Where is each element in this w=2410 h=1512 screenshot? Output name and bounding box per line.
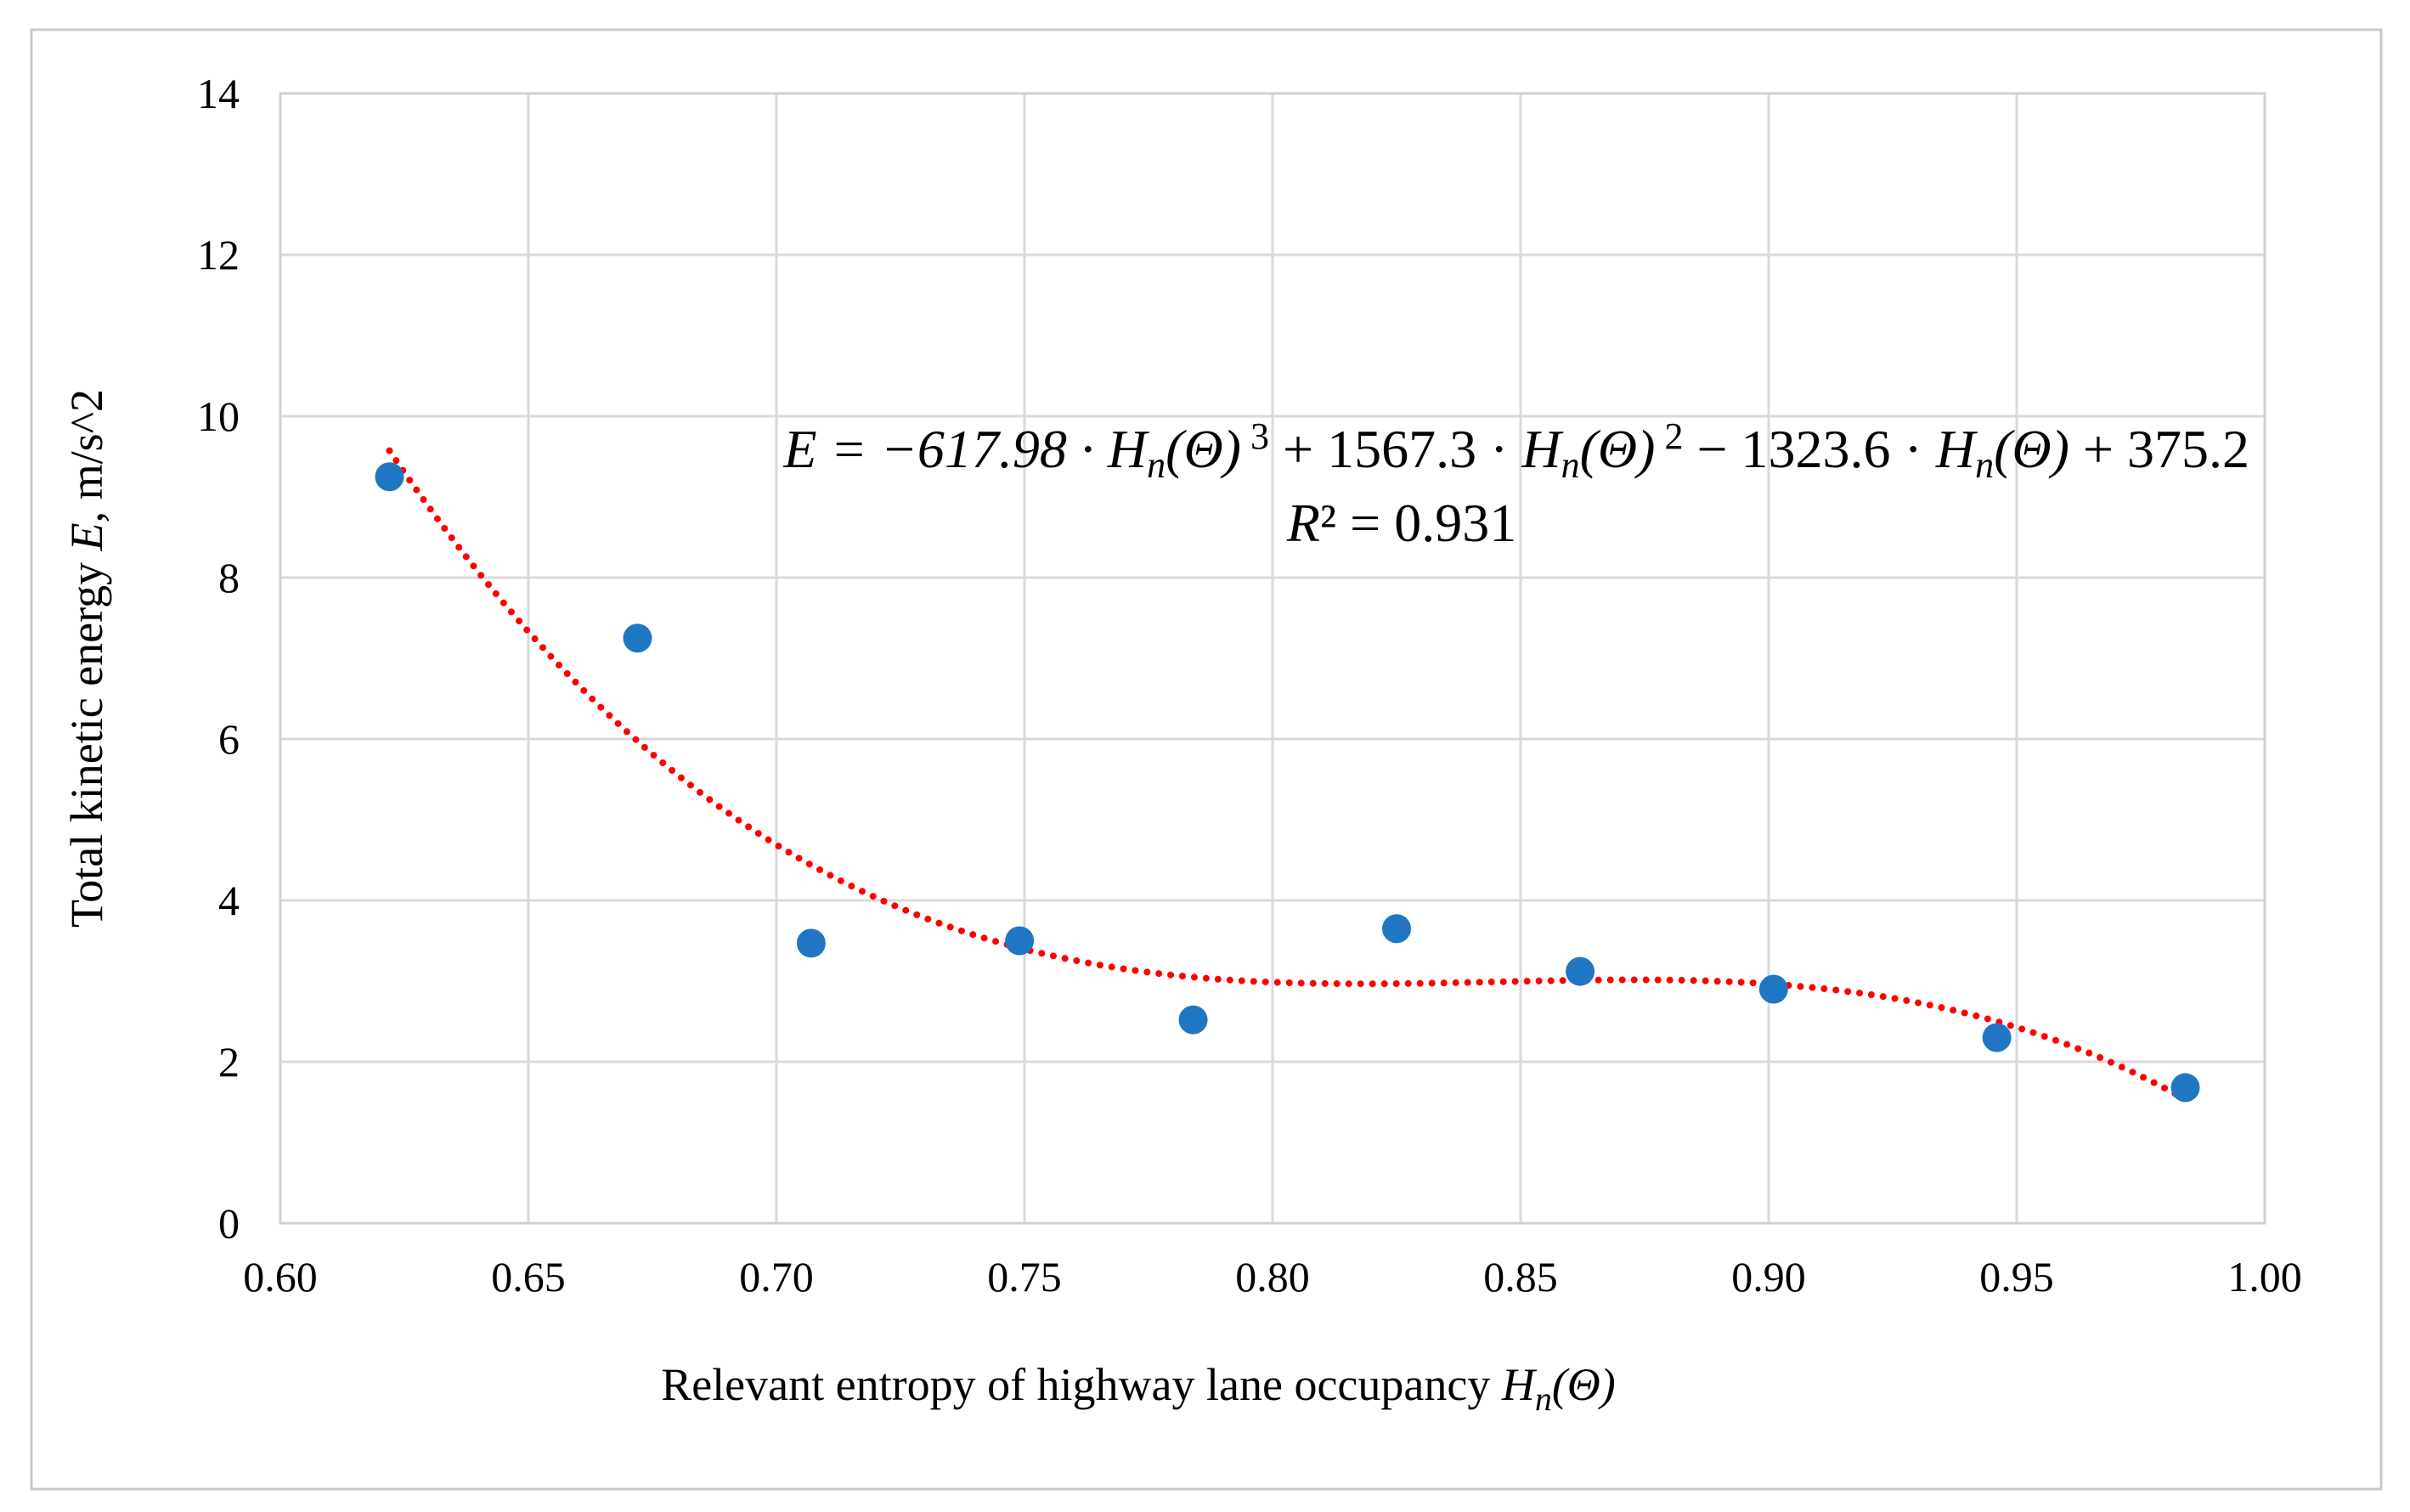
plot-area-border [279, 92, 2266, 1225]
data-point [796, 928, 826, 958]
x-tick-label: 0.60 [243, 1253, 318, 1300]
x-tick-label: 0.95 [1979, 1253, 2054, 1300]
data-point [1566, 956, 1595, 986]
y-tick-labels: 0 2 4 6 8 10 12 14 [197, 70, 240, 1247]
x-tick-labels: 0.60 0.65 0.70 0.75 0.80 0.85 0.90 0.95 1.00 [243, 1253, 2302, 1300]
x-tick-label: 0.65 [491, 1253, 566, 1300]
y-tick-label: 12 [197, 231, 240, 279]
data-point [2170, 1073, 2200, 1103]
data-point [1382, 914, 1411, 944]
y-tick-label: 10 [197, 392, 240, 440]
y-tick-label: 8 [218, 554, 240, 601]
y-tick-label: 6 [218, 715, 240, 763]
data-point [1758, 974, 1788, 1004]
x-tick-label: 0.85 [1483, 1253, 1558, 1300]
x-tick-label: 1.00 [2227, 1253, 2302, 1300]
data-point [1982, 1023, 2012, 1052]
data-point [375, 462, 404, 492]
data-point [623, 623, 652, 653]
y-tick-label: 0 [218, 1199, 240, 1247]
y-axis-title: Total kinetic energy E, m/s^2 [61, 389, 112, 928]
data-point [1178, 1005, 1208, 1035]
x-tick-label: 0.75 [987, 1253, 1062, 1300]
y-tick-label: 14 [197, 70, 240, 117]
x-tick-label: 0.80 [1235, 1253, 1310, 1300]
y-tick-label: 4 [218, 877, 240, 924]
x-axis-title: Relevant entropy of highway lane occupan… [661, 1359, 1616, 1418]
trendline-r-squared: R² = 0.931 [1286, 493, 1516, 553]
data-point [1005, 926, 1035, 956]
trendline-equation: E = −617.98 · Hn(Θ) 3 + 1567.3 · Hn(Θ) 2… [782, 415, 2249, 486]
x-tick-label: 0.70 [739, 1253, 814, 1300]
trendline-layer [386, 447, 2189, 1103]
chart-border [30, 28, 2383, 1491]
x-tick-label: 0.90 [1731, 1253, 1806, 1300]
trendline-curve [386, 447, 2189, 1103]
y-tick-label: 2 [218, 1038, 240, 1086]
data-points [375, 462, 2200, 1103]
